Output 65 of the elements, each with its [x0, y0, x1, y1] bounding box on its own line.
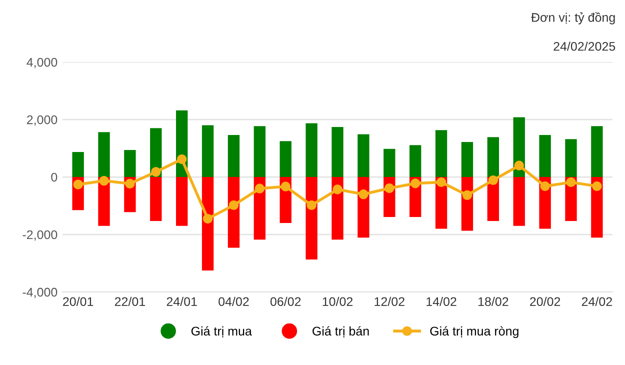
point	[592, 181, 602, 192]
y-tick-label: 4,000	[26, 58, 58, 68]
bar	[124, 150, 136, 178]
bar	[306, 177, 318, 260]
point	[151, 166, 161, 177]
point	[99, 176, 109, 186]
bar	[409, 145, 422, 178]
y-tick-label: -4,000	[22, 288, 58, 298]
point	[540, 181, 550, 192]
bar	[150, 177, 162, 222]
x-tick-label: 22/01	[114, 296, 145, 306]
bar	[176, 177, 188, 226]
legend-label: Giá trị bán	[312, 326, 369, 338]
point	[228, 200, 239, 210]
text: Đơn vị: tỷ đồng	[531, 12, 615, 24]
bar	[98, 132, 110, 178]
bar	[591, 126, 603, 178]
text: 24/02/2025	[554, 42, 616, 51]
point	[202, 214, 213, 224]
point	[176, 154, 187, 164]
y-tick-label: 0	[51, 172, 58, 182]
x-tick-label: 12/02	[374, 296, 404, 306]
point	[514, 160, 524, 170]
point	[436, 177, 446, 188]
bar	[565, 139, 577, 178]
bar	[254, 126, 266, 178]
bar	[384, 148, 396, 178]
point	[566, 177, 576, 188]
point	[73, 180, 83, 190]
legend-label: Giá trị mua ròng	[430, 326, 518, 338]
bar	[358, 134, 370, 178]
bar	[332, 127, 344, 178]
point	[410, 178, 420, 188]
x-tick-label: 10/02	[322, 296, 353, 306]
y-tick-label: 2,000	[26, 115, 58, 126]
bar	[306, 123, 318, 178]
bar	[228, 135, 240, 178]
x-tick-label: 24/01	[166, 296, 197, 306]
bar	[202, 125, 214, 178]
y-tick-label: -2,000	[22, 230, 58, 241]
point	[488, 175, 498, 186]
point	[384, 183, 394, 194]
x-tick-label: 18/02	[478, 296, 508, 306]
bar	[280, 141, 292, 178]
x-tick-label: 14/02	[426, 296, 456, 306]
bar	[513, 177, 525, 226]
x-tick-label: 04/02	[218, 296, 249, 306]
bar	[487, 137, 499, 178]
x-tick-label: 24/02	[582, 296, 612, 306]
bar	[202, 177, 214, 270]
x-tick-label: 06/02	[270, 296, 301, 306]
bar	[461, 142, 474, 178]
bar	[539, 135, 551, 178]
bar	[72, 152, 84, 178]
x-tick-label: 20/02	[530, 296, 560, 306]
x-tick-label: 20/01	[63, 296, 94, 306]
point	[125, 178, 135, 188]
point	[358, 189, 368, 200]
bar	[435, 130, 448, 178]
point	[254, 184, 265, 194]
point	[306, 200, 316, 210]
point	[462, 190, 472, 200]
point	[280, 182, 290, 192]
point	[332, 184, 342, 194]
legend-label: Giá trị mua	[191, 326, 252, 338]
